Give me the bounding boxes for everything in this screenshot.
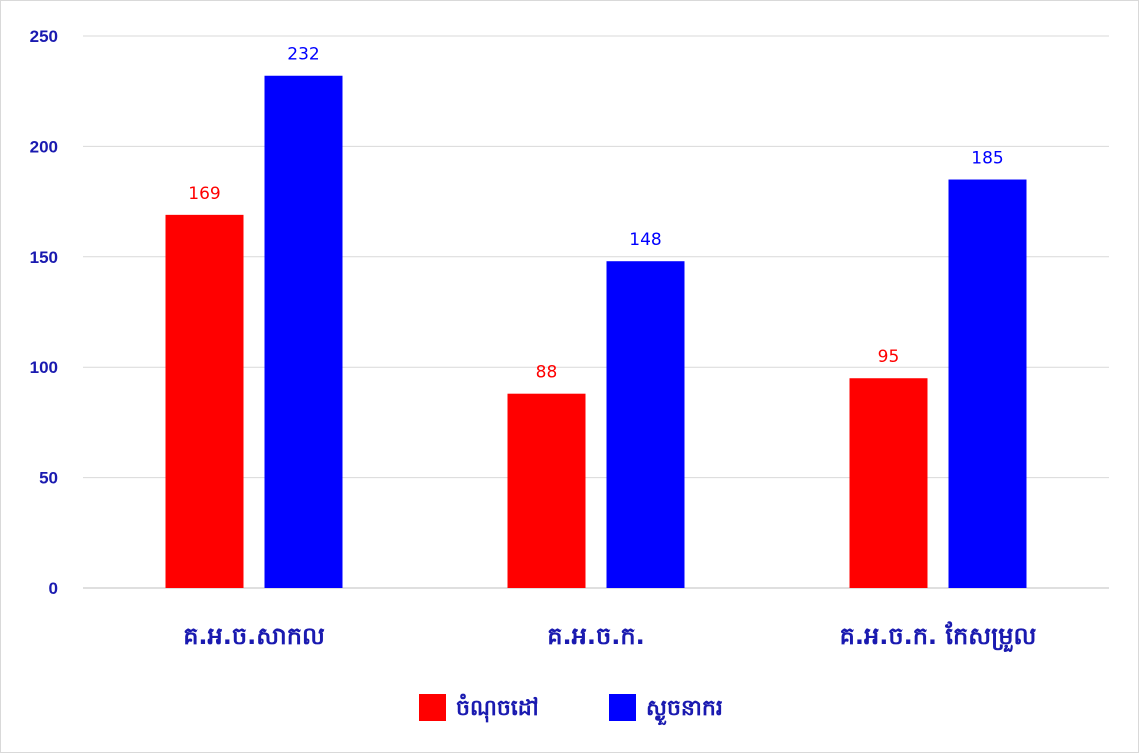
x-category-label-2: គ.អ.ច.ក.	[547, 622, 644, 650]
y-tick-label-50: 50	[39, 469, 58, 488]
bar-series1-cat2	[507, 393, 586, 588]
data-label-series1-cat1: 169	[188, 184, 220, 204]
data-label-series2-cat1: 232	[287, 45, 319, 65]
bar-series2-cat1	[264, 75, 343, 588]
legend-label-1: ចំណុចដៅ	[456, 693, 539, 723]
y-tick-label-250: 250	[30, 27, 58, 46]
x-category-label-3: គ.អ.ច.ក. កែសម្រួល	[840, 621, 1037, 653]
y-tick-label-200: 200	[30, 137, 58, 156]
y-tick-label-100: 100	[30, 358, 58, 377]
y-tick-label-150: 150	[30, 248, 58, 267]
bar-series2-cat2	[606, 261, 685, 588]
data-label-series1-cat3: 95	[878, 347, 900, 367]
bar-series2-cat3	[948, 179, 1027, 588]
y-tick-label-0: 0	[49, 579, 58, 598]
bar-series1-cat3	[849, 378, 928, 588]
x-category-label-1: គ.អ.ច.សាកល	[183, 622, 325, 650]
data-label-series2-cat2: 148	[629, 230, 661, 250]
bar-series1-cat1	[165, 214, 244, 588]
data-label-series2-cat3: 185	[971, 149, 1003, 169]
legend-swatch-2	[609, 694, 636, 721]
legend-label-2: ស្ងួចនាករ	[646, 696, 723, 726]
data-label-series1-cat2: 88	[536, 363, 558, 383]
legend-swatch-1	[419, 694, 446, 721]
